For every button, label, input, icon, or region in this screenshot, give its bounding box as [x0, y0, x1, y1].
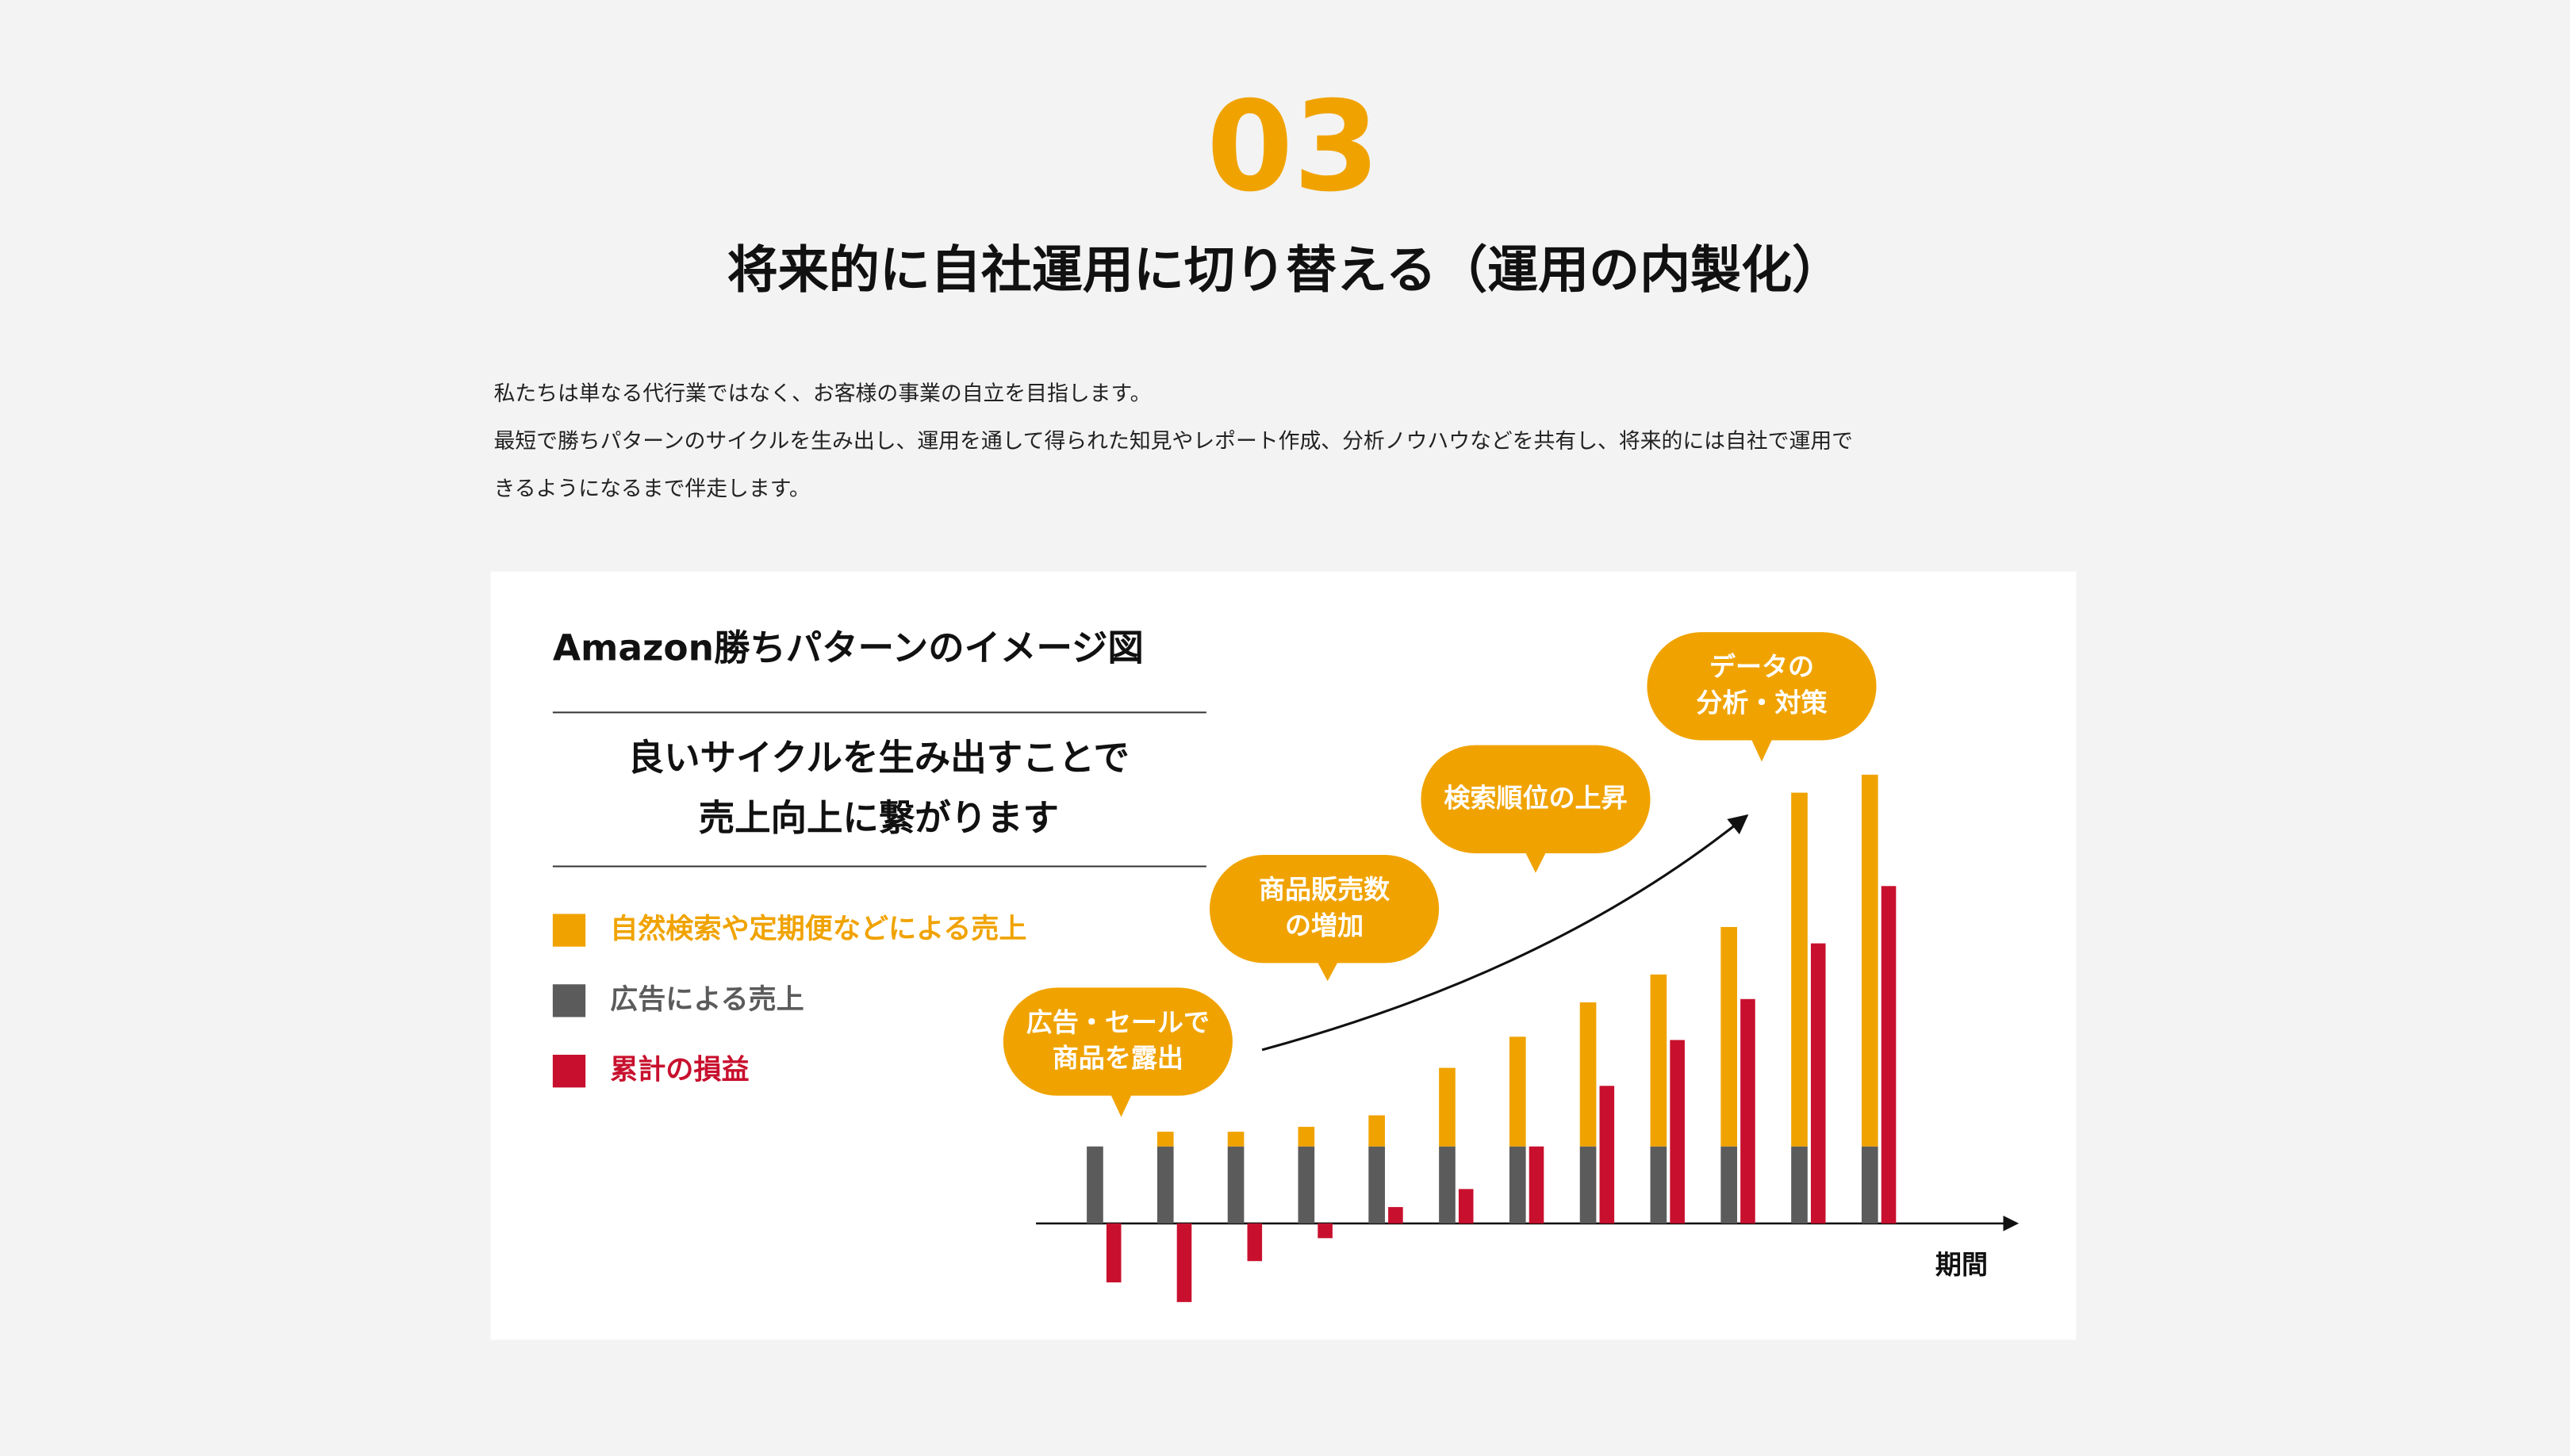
bar-segment: [1791, 1146, 1808, 1224]
bar-segment: [1509, 1146, 1526, 1224]
legend-swatch: [552, 984, 586, 1017]
chart-subtitle: 売上向上に繋がります: [699, 797, 1059, 839]
bar-segment: [1861, 774, 1878, 1147]
trend-arrow: [1261, 814, 1749, 1052]
bar-segment: [1720, 926, 1738, 1147]
bar: [1318, 1223, 1333, 1239]
bar-segment: [1298, 1146, 1315, 1224]
callout-text: 商品販売数: [1259, 874, 1390, 905]
legend-label: 広告による売上: [610, 983, 804, 1016]
bar-segment: [1368, 1146, 1385, 1224]
callout-text: データの: [1709, 651, 1814, 682]
legend-label: 自然検索や定期便などによる売上: [610, 913, 1026, 945]
bar-segment: [1368, 1115, 1385, 1147]
bar: [1599, 1086, 1615, 1224]
callout-bubble: [1209, 855, 1440, 964]
bar-segment: [1720, 1146, 1738, 1224]
bar-segment: [1861, 1146, 1878, 1224]
bar-segment: [1087, 1146, 1103, 1224]
chart-subtitle: 良いサイクルを生み出すことで: [628, 737, 1130, 779]
legend-label: 累計の損益: [610, 1054, 749, 1086]
legend-swatch: [552, 1055, 586, 1088]
callout-text: 商品を露出: [1053, 1043, 1183, 1074]
callout-text: 広告・セールで: [1026, 1006, 1210, 1037]
bar: [1247, 1223, 1263, 1262]
chart-title: Amazon勝ちパターンのイメージ図: [553, 626, 1144, 669]
callout-bubble: [1421, 745, 1651, 853]
section-number: 03: [1206, 75, 1379, 220]
legend-swatch: [552, 914, 586, 947]
bar-segment: [1509, 1036, 1526, 1147]
x-axis-label: 期間: [1935, 1249, 1988, 1280]
description-line: 私たちは単なる代行業ではなく、お客様の事業の自立を目指します。: [493, 381, 1151, 406]
bar-segment: [1579, 1146, 1597, 1224]
bar-segment: [1439, 1146, 1456, 1224]
bar-segment: [1791, 792, 1808, 1147]
callout-pointer: [1110, 1092, 1133, 1117]
bar: [1740, 998, 1755, 1224]
bar-segment: [1650, 974, 1667, 1147]
bar: [1529, 1146, 1544, 1224]
bar-segment: [1156, 1132, 1174, 1147]
bar-segment: [1650, 1146, 1667, 1224]
bar: [1388, 1207, 1403, 1224]
bar-segment: [1298, 1126, 1315, 1147]
callout-bubble: [1647, 632, 1877, 741]
bar-segment: [1439, 1067, 1456, 1147]
callout-pointer: [1524, 849, 1548, 873]
bar-segment: [1156, 1146, 1174, 1224]
bar: [1458, 1189, 1474, 1224]
bar: [1670, 1040, 1685, 1224]
callout-pointer: [1750, 737, 1774, 762]
callout-bubble: [1003, 987, 1233, 1096]
bar: [1176, 1223, 1192, 1302]
bar-segment: [1579, 1002, 1597, 1147]
description-line: きるようになるまで伴走します。: [493, 477, 810, 501]
bar: [1106, 1223, 1122, 1283]
bar: [1881, 886, 1897, 1224]
callout-pointer: [1316, 960, 1340, 982]
callout-text: 分析・対策: [1696, 688, 1827, 718]
bar: [1810, 943, 1826, 1224]
section-title: 将来的に自社運用に切り替える（運用の内製化）: [727, 241, 1843, 300]
description-line: 最短で勝ちパターンのサイクルを生み出し、運用を通して得られた知見やレポート作成、…: [493, 429, 1853, 454]
callout-text: 検索順位の上昇: [1444, 782, 1627, 813]
bar-segment: [1227, 1132, 1245, 1147]
bar-segment: [1227, 1146, 1245, 1224]
callout-text: の増加: [1285, 910, 1364, 941]
